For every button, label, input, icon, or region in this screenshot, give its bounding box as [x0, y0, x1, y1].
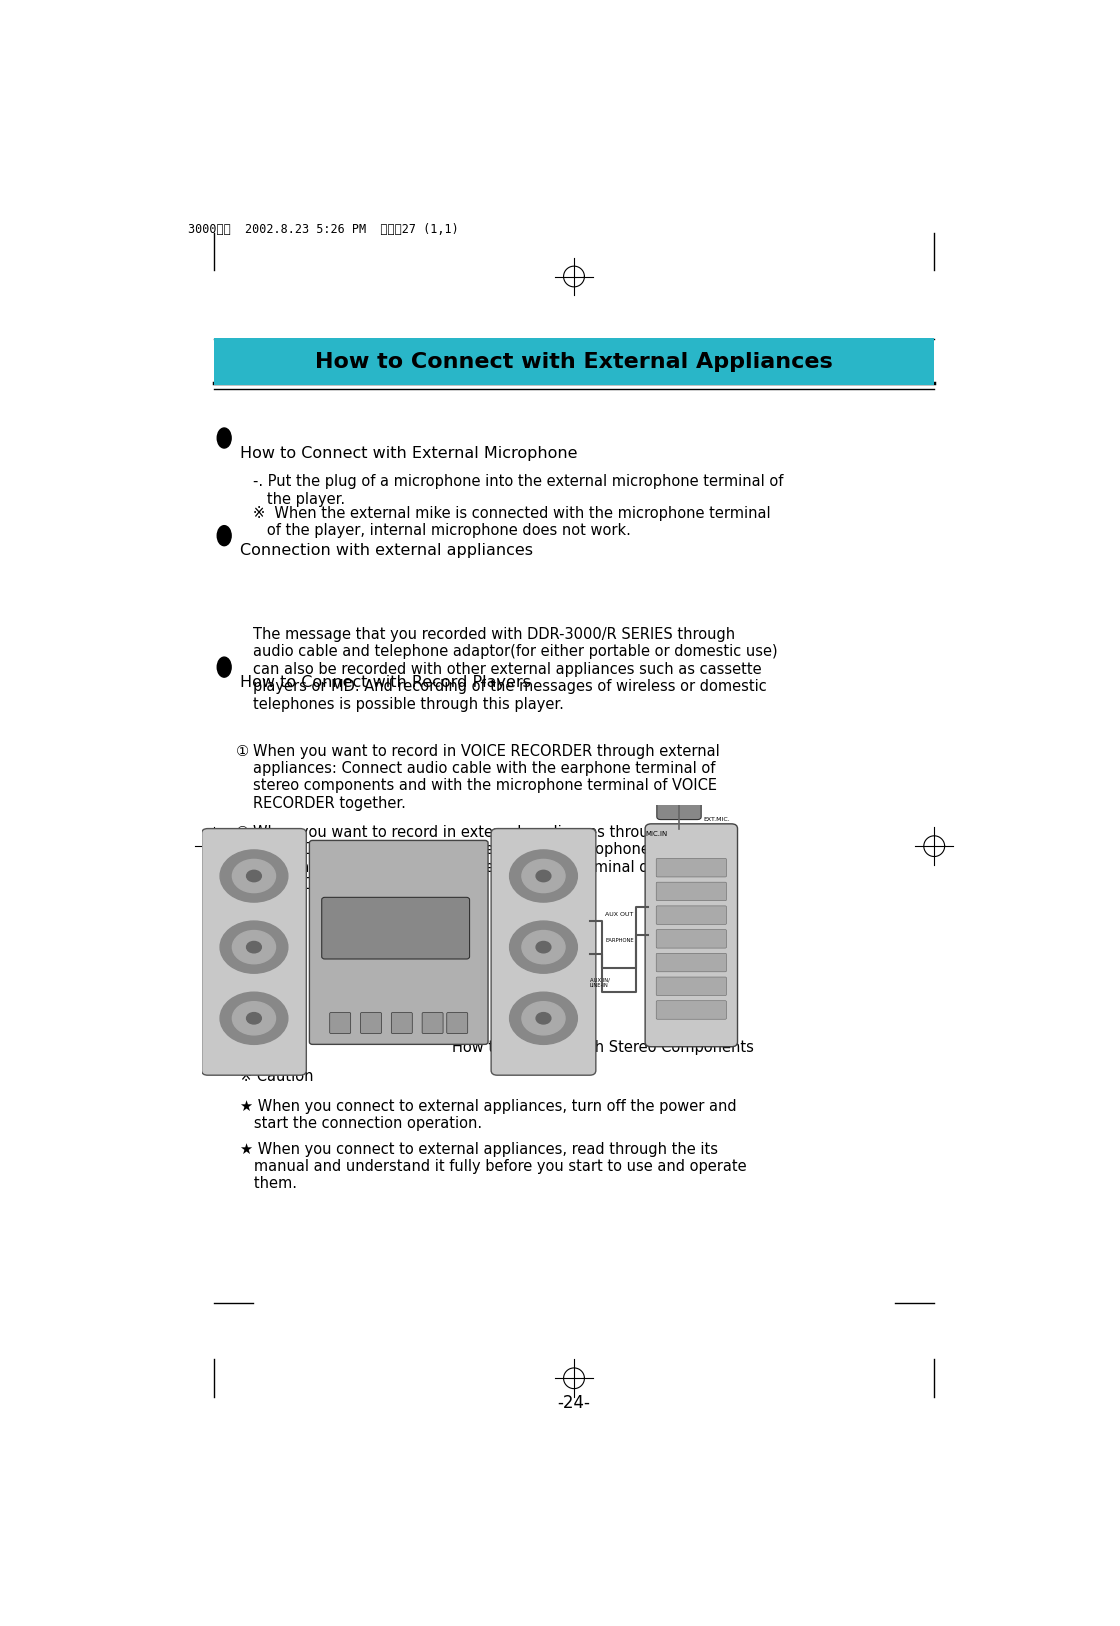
- FancyBboxPatch shape: [656, 776, 701, 820]
- Circle shape: [217, 657, 231, 676]
- Text: ①: ①: [235, 743, 249, 758]
- Circle shape: [232, 930, 276, 964]
- FancyBboxPatch shape: [361, 1013, 382, 1034]
- FancyBboxPatch shape: [447, 1013, 468, 1034]
- Text: ★ When you connect to external appliances, turn off the power and
   start the c: ★ When you connect to external appliance…: [240, 1099, 737, 1132]
- FancyBboxPatch shape: [309, 841, 488, 1044]
- Circle shape: [232, 860, 276, 893]
- Text: How to Connect with External Appliances: How to Connect with External Appliances: [315, 351, 833, 372]
- Circle shape: [536, 1013, 551, 1024]
- Circle shape: [510, 992, 578, 1044]
- Text: How to Connect with Record Players: How to Connect with Record Players: [240, 675, 531, 689]
- Circle shape: [220, 850, 288, 902]
- FancyBboxPatch shape: [214, 338, 934, 385]
- FancyBboxPatch shape: [391, 1013, 412, 1034]
- Text: MIC.IN: MIC.IN: [645, 831, 668, 837]
- Circle shape: [510, 850, 578, 902]
- FancyBboxPatch shape: [656, 977, 727, 995]
- FancyBboxPatch shape: [422, 1013, 444, 1034]
- FancyBboxPatch shape: [202, 829, 306, 1075]
- FancyBboxPatch shape: [656, 930, 727, 948]
- Text: -. Put the plug of a microphone into the external microphone terminal of
   the : -. Put the plug of a microphone into the…: [253, 475, 783, 507]
- Text: EXT.MIC.: EXT.MIC.: [703, 818, 730, 823]
- Circle shape: [220, 920, 288, 974]
- Text: -24-: -24-: [558, 1395, 590, 1413]
- Circle shape: [522, 860, 564, 893]
- Text: AUX IN/
LINE-IN: AUX IN/ LINE-IN: [589, 977, 609, 989]
- Text: ★ When you connect to external appliances, read through the its
   manual and un: ★ When you connect to external appliance…: [240, 1141, 746, 1192]
- Circle shape: [510, 920, 578, 974]
- FancyBboxPatch shape: [656, 953, 727, 972]
- Circle shape: [232, 1002, 276, 1034]
- Circle shape: [536, 870, 551, 881]
- Text: How to Connect with External Microphone: How to Connect with External Microphone: [240, 446, 577, 460]
- Text: ②: ②: [235, 824, 249, 841]
- Circle shape: [220, 992, 288, 1044]
- Text: How to Connect with Stereo Components: How to Connect with Stereo Components: [452, 1041, 755, 1055]
- Circle shape: [217, 428, 231, 449]
- Circle shape: [522, 1002, 564, 1034]
- Circle shape: [217, 525, 231, 546]
- FancyBboxPatch shape: [321, 898, 469, 959]
- FancyBboxPatch shape: [656, 1000, 727, 1020]
- Text: ※  When the external mike is connected with the microphone terminal
   of the pl: ※ When the external mike is connected wi…: [253, 506, 771, 538]
- FancyBboxPatch shape: [656, 859, 727, 876]
- Circle shape: [246, 1013, 261, 1024]
- Text: When you want to record in VOICE RECORDER through external
appliances: Connect a: When you want to record in VOICE RECORDE…: [253, 743, 719, 811]
- FancyBboxPatch shape: [329, 1013, 351, 1034]
- FancyBboxPatch shape: [656, 883, 727, 901]
- FancyBboxPatch shape: [656, 906, 727, 924]
- FancyBboxPatch shape: [645, 824, 737, 1047]
- Text: The message that you recorded with DDR-3000/R SERIES through
audio cable and tel: The message that you recorded with DDR-3…: [253, 628, 777, 712]
- Circle shape: [246, 870, 261, 881]
- Text: ※ Caution: ※ Caution: [240, 1068, 314, 1085]
- Circle shape: [246, 941, 261, 953]
- Text: AUX OUT: AUX OUT: [605, 912, 634, 917]
- Text: Connection with external appliances: Connection with external appliances: [240, 543, 533, 558]
- Text: 3000영문  2002.8.23 5:26 PM  페이지27 (1,1): 3000영문 2002.8.23 5:26 PM 페이지27 (1,1): [188, 223, 458, 236]
- Text: When you want to record in external appliances through VOICE
RECORDER: Connect a: When you want to record in external appl…: [253, 824, 735, 893]
- Circle shape: [536, 941, 551, 953]
- FancyBboxPatch shape: [491, 829, 596, 1075]
- Text: EARPHONE: EARPHONE: [605, 938, 634, 943]
- Circle shape: [522, 930, 564, 964]
